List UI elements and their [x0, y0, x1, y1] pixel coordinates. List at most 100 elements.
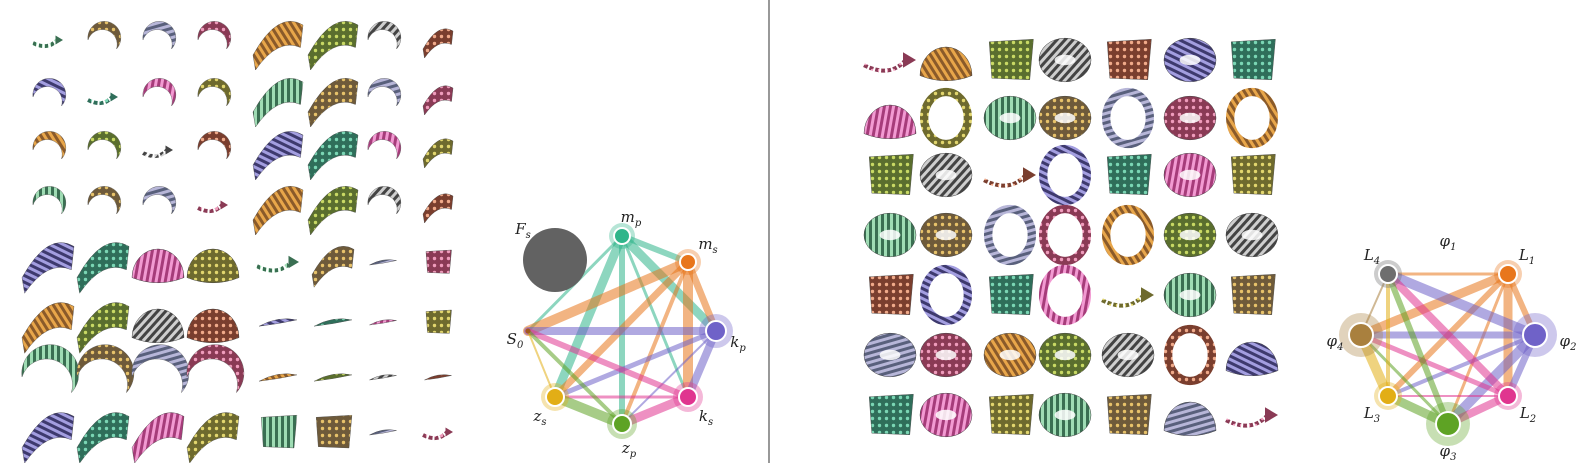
shape-thumbnail [919, 87, 973, 149]
shape-thumbnail [1101, 332, 1155, 378]
shape-thumbnail [1163, 152, 1217, 198]
shape-thumbnail [76, 344, 135, 393]
graph-node-k-s [678, 387, 698, 407]
shape-thumbnail [983, 167, 1036, 188]
shape-thumbnail [76, 412, 130, 463]
shape-thumbnail [369, 259, 397, 266]
shape-thumbnail [87, 131, 122, 160]
graph-node-l-2 [1498, 386, 1518, 406]
shape-thumbnail [252, 21, 304, 71]
shape-thumbnail [369, 429, 397, 436]
shape-thumbnail [87, 92, 118, 106]
shape-thumbnail [256, 255, 299, 273]
shape-thumbnail [252, 186, 304, 236]
shape-thumbnail [369, 374, 397, 381]
shape-thumbnail [87, 186, 122, 215]
shape-thumbnail [1225, 87, 1279, 149]
graph-label-z-s: zs [532, 407, 546, 428]
shape-thumbnail [32, 131, 67, 160]
shape-thumbnail [425, 249, 452, 274]
shape-thumbnail [1163, 324, 1217, 386]
graph-node-z-s [545, 387, 565, 407]
shape-thumbnail [32, 78, 67, 107]
right-shape-grid [863, 37, 1279, 438]
shape-thumbnail [422, 427, 453, 441]
graph-edge [527, 330, 556, 398]
shape-thumbnail [197, 200, 228, 214]
graph-edge [550, 392, 627, 429]
left-shape-grid [21, 21, 454, 463]
graph-edge [619, 233, 691, 265]
graph-node-s-0 [525, 328, 531, 334]
shape-thumbnail [1230, 38, 1276, 80]
graph-node-phi-4 [1348, 322, 1374, 348]
shape-thumbnail [868, 273, 914, 315]
shape-thumbnail [1106, 393, 1152, 435]
shape-thumbnail [259, 318, 297, 327]
shape-thumbnail [863, 52, 916, 73]
shape-thumbnail [422, 85, 454, 116]
graph-label-l-3: L3 [1363, 404, 1380, 425]
shape-thumbnail [131, 344, 190, 393]
shape-thumbnail [314, 373, 352, 382]
shape-thumbnail [369, 319, 397, 326]
shape-thumbnail [260, 414, 298, 449]
graph-edge [526, 329, 624, 426]
shape-thumbnail [1038, 204, 1092, 266]
shape-thumbnail [186, 308, 240, 344]
graph-label-l-1: L1 [1518, 246, 1535, 267]
shape-thumbnail [186, 248, 240, 284]
shape-thumbnail [197, 78, 232, 107]
shape-thumbnail [919, 392, 973, 438]
shape-thumbnail [919, 332, 973, 378]
graph-edge [684, 327, 720, 401]
shape-thumbnail [1101, 87, 1155, 149]
graph-label-s-0: S0 [507, 330, 524, 351]
shape-thumbnail [983, 332, 1037, 378]
shape-thumbnail [252, 131, 304, 181]
shape-thumbnail [919, 46, 973, 82]
shape-thumbnail [424, 374, 452, 381]
shape-thumbnail [142, 186, 177, 215]
shape-thumbnail [315, 414, 353, 449]
graph-edge [1383, 269, 1540, 340]
shape-thumbnail [1163, 212, 1217, 258]
graph-node-m-s [679, 253, 697, 271]
graph-label-phi-3: φ3 [1440, 442, 1457, 463]
shape-thumbnail [1038, 332, 1092, 378]
shape-thumbnail [1038, 392, 1092, 438]
shape-thumbnail [919, 264, 973, 326]
shape-thumbnail [21, 242, 75, 294]
graph-label-k-s: ks [699, 407, 713, 428]
graph-node-f-s [523, 228, 587, 292]
shape-thumbnail [186, 412, 240, 463]
shape-thumbnail [422, 138, 454, 169]
shape-thumbnail [32, 186, 67, 215]
shape-thumbnail [988, 393, 1034, 435]
shape-thumbnail [367, 78, 402, 107]
shape-thumbnail [142, 145, 173, 159]
shape-thumbnail [142, 78, 177, 107]
shape-thumbnail [1101, 287, 1154, 308]
graph-edge [525, 328, 691, 400]
shape-thumbnail [307, 131, 359, 181]
graph-node-l-4 [1378, 264, 1398, 284]
graph-label-k-p: kp [730, 333, 746, 354]
shape-thumbnail [422, 28, 454, 59]
graph-node-l-3 [1378, 386, 1398, 406]
shape-thumbnail [868, 393, 914, 435]
shape-thumbnail [422, 193, 454, 224]
shape-thumbnail [76, 242, 130, 294]
shape-thumbnail [1225, 407, 1278, 428]
shape-thumbnail [988, 38, 1034, 80]
graph-label-z-p: zp [621, 439, 637, 460]
graph-label-l-4: L4 [1363, 246, 1380, 267]
shape-thumbnail [425, 309, 452, 334]
graph-edge [523, 257, 693, 336]
shape-thumbnail [314, 318, 352, 327]
shape-thumbnail [197, 21, 232, 50]
shape-thumbnail [252, 78, 304, 128]
shape-thumbnail [1038, 95, 1092, 141]
graph-label-phi-2: φ2 [1560, 332, 1577, 353]
